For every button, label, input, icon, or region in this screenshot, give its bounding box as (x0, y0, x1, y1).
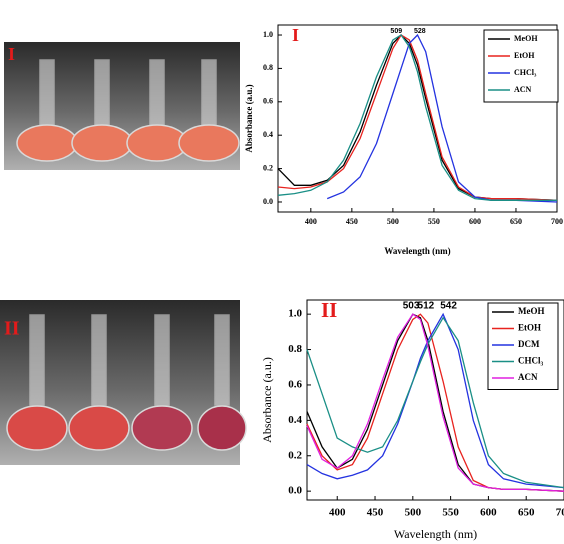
y-tick-label: 0.4 (263, 130, 273, 139)
x-tick-label: 450 (346, 217, 358, 226)
y-tick-label: 0.0 (263, 197, 273, 206)
x-axis-label: Wavelength (nm) (394, 527, 477, 541)
x-tick-label: 700 (551, 217, 563, 226)
legend-box (487, 302, 559, 390)
x-tick-label: 650 (510, 217, 522, 226)
y-axis-label: Absorbance (a.u.) (244, 84, 254, 152)
x-tick-label: 400 (305, 217, 317, 226)
x-axis-label: Wavelength (nm) (384, 246, 450, 256)
flasks (16, 59, 240, 162)
x-tick-label: 700 (556, 507, 564, 519)
plot-frame (277, 24, 558, 213)
photo-1: I (4, 42, 240, 170)
legend-label: ACN (518, 372, 538, 382)
photo-label: II (4, 318, 20, 340)
y-tick-label: 0.6 (263, 97, 273, 106)
x-tick-label: 600 (480, 507, 497, 519)
series-line (306, 313, 564, 492)
y-tick-label: 0.4 (288, 414, 302, 426)
peak-label: 503 (403, 301, 420, 312)
plot-frame (306, 299, 564, 501)
legend-label: EtOH (518, 323, 541, 333)
peak-label: 509 (390, 28, 402, 35)
y-tick-label: 0.8 (263, 63, 273, 72)
panel-label: I (292, 25, 299, 45)
x-tick-label: 550 (428, 217, 440, 226)
legend-label: MeOH (518, 306, 545, 316)
legend-label: EtOH (514, 51, 535, 60)
x-tick-label: 600 (469, 217, 481, 226)
y-tick-label: 0.0 (288, 485, 302, 497)
x-tick-label: 500 (387, 217, 399, 226)
x-tick-label: 650 (518, 507, 535, 519)
series-line (277, 34, 557, 201)
x-tick-label: 550 (442, 507, 459, 519)
x-tick-label: 400 (329, 507, 346, 519)
legend-label: DCM (518, 339, 540, 349)
panel-label: II (321, 298, 337, 322)
flasks (6, 314, 247, 451)
y-tick-label: 0.6 (288, 378, 302, 390)
x-tick-label: 500 (405, 507, 422, 519)
y-axis-label: Absorbance (a.u.) (260, 357, 274, 443)
y-tick-label: 1.0 (288, 308, 302, 320)
photo-2: II (0, 300, 247, 465)
y-tick-label: 1.0 (263, 30, 273, 39)
legend-label: ACN (514, 85, 532, 94)
y-tick-label: 0.8 (288, 343, 302, 355)
photo-label: I (8, 44, 15, 64)
y-tick-label: 0.2 (263, 163, 273, 172)
legend-label: MeOH (514, 34, 538, 43)
x-tick-label: 450 (367, 507, 384, 519)
legend-label: CHCl₃ (518, 356, 544, 366)
peak-label: 512 (418, 301, 435, 312)
legend-label: CHCl₃ (514, 68, 537, 77)
y-tick-label: 0.2 (288, 449, 302, 461)
series-line (306, 316, 564, 489)
peak-label: 528 (414, 28, 426, 35)
peak-label: 542 (440, 301, 457, 312)
series-line (306, 312, 564, 489)
